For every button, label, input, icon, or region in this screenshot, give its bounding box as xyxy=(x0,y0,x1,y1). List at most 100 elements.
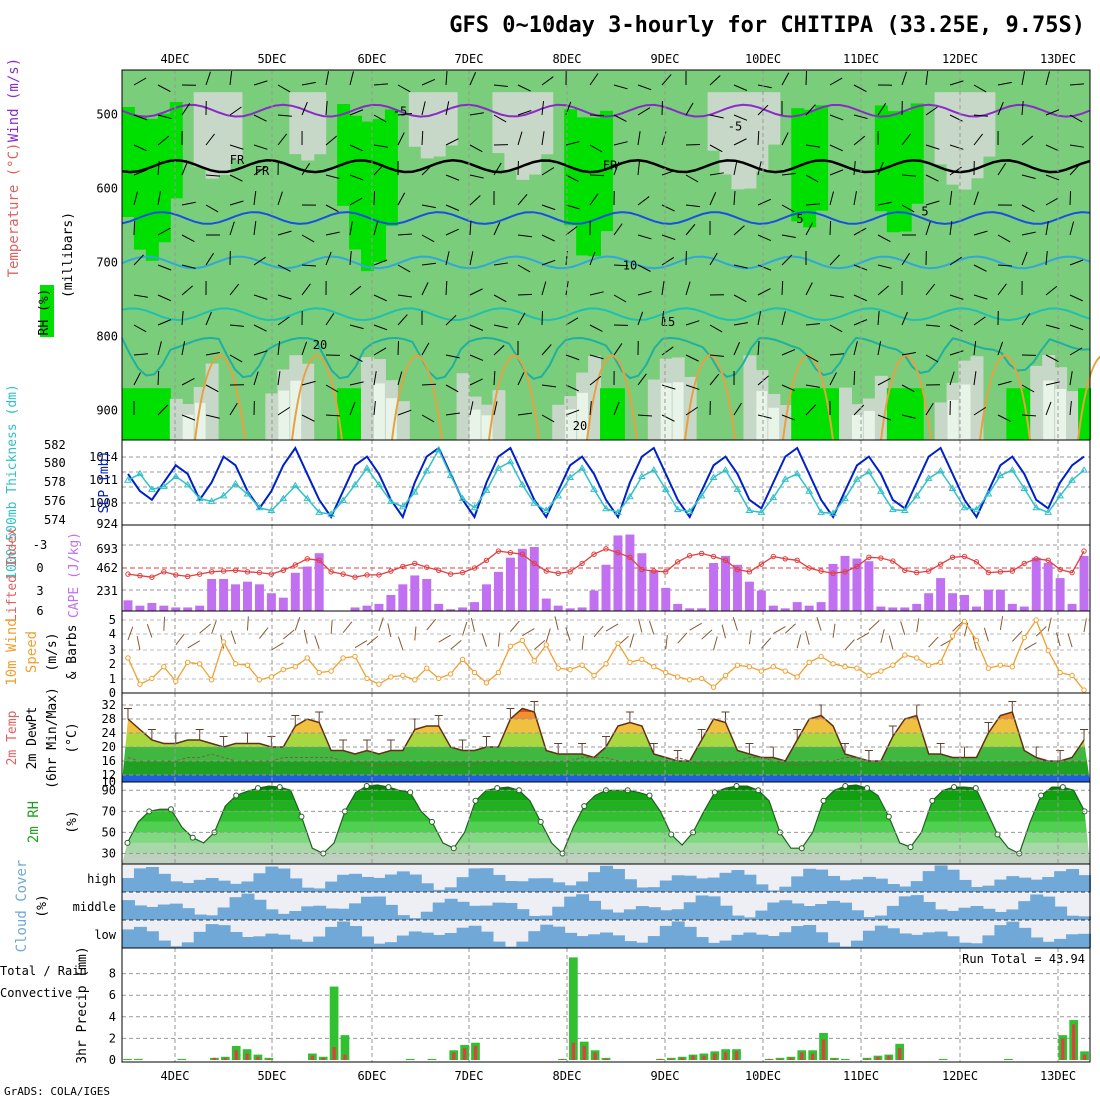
wind-barb xyxy=(229,106,242,116)
cloud-cell-high xyxy=(205,878,219,892)
li-point xyxy=(603,546,609,552)
wind-barb xyxy=(1021,101,1024,116)
rh-point xyxy=(363,783,370,790)
rh-very-dry-cell xyxy=(385,398,397,440)
wind-barb xyxy=(229,283,240,296)
date-label-top: 6DEC xyxy=(358,52,387,66)
rh-moist-cell xyxy=(361,121,374,272)
wind-barb xyxy=(757,130,760,146)
cloud-cell-middle xyxy=(277,913,291,920)
wind-barb xyxy=(925,71,929,86)
date-label-top: 13DEC xyxy=(1040,52,1076,66)
cloud-cell-low xyxy=(492,941,506,948)
wind-barb-10m xyxy=(387,623,392,638)
wind-barb xyxy=(229,200,244,206)
wind-barb xyxy=(853,341,858,356)
wind-barb xyxy=(469,354,484,361)
cloud-cell-high xyxy=(241,881,255,892)
wind-speed-point xyxy=(208,677,215,683)
wind-barb-10m xyxy=(713,636,718,651)
wind-barb xyxy=(277,406,291,416)
cloud-cell-high xyxy=(958,879,972,892)
rh-moist-cell xyxy=(815,105,829,211)
wind-speed-point xyxy=(304,655,310,661)
warm-isotherm xyxy=(291,353,343,441)
wind-barb xyxy=(757,198,771,206)
wind-speed-point xyxy=(842,664,848,670)
wind-barb-10m xyxy=(397,636,404,651)
precip-tick: 0 xyxy=(109,1053,116,1067)
wind-barb xyxy=(589,193,599,206)
wind-barb xyxy=(517,293,533,296)
wind-barb xyxy=(709,172,724,176)
wind-barb xyxy=(997,81,1012,86)
rh-dry-cell xyxy=(934,402,948,440)
precip-total-bar xyxy=(340,1035,350,1060)
wind-barb xyxy=(541,131,545,146)
cloud-cell-middle xyxy=(719,905,733,920)
warm-isotherm xyxy=(391,353,443,441)
rh-point xyxy=(1059,784,1066,791)
wind-barb xyxy=(853,135,866,146)
wind-barb xyxy=(517,194,528,206)
wind-barb-10m xyxy=(856,632,870,641)
thickness-point xyxy=(1032,503,1041,511)
wind-barb xyxy=(781,254,793,266)
wind-barb xyxy=(685,204,700,208)
cloud-cell-high xyxy=(910,881,924,892)
cloud-cell-low xyxy=(133,926,147,948)
wind-barb xyxy=(805,354,819,363)
rh-dry-cell xyxy=(504,92,518,171)
cloud-cell-low xyxy=(994,925,1008,948)
wind-barb xyxy=(133,220,136,236)
wind-barb xyxy=(661,257,675,266)
cape-bar xyxy=(960,595,969,611)
cloud-cell-middle xyxy=(408,918,422,920)
wind-barb xyxy=(205,174,220,177)
cloud-cell-middle xyxy=(898,896,912,920)
li-point xyxy=(376,572,382,578)
cape-bar xyxy=(756,590,766,611)
wind-barb xyxy=(277,191,283,206)
wind-barb xyxy=(925,283,936,296)
rh-dry-cell xyxy=(217,92,231,175)
rh-dry-cell xyxy=(361,357,374,440)
wind-speed-point xyxy=(1081,687,1087,693)
slp-tick: 1014 xyxy=(89,450,118,464)
wind-barb xyxy=(709,144,723,153)
precip-convective-bar xyxy=(887,1055,891,1060)
wind-barb xyxy=(133,77,147,86)
wind-barb-10m xyxy=(928,636,939,648)
cloud-cell-low xyxy=(289,939,303,948)
cloud-axis-label-2: (%) xyxy=(35,894,50,917)
cloud-cell-middle xyxy=(1006,909,1020,920)
li-point xyxy=(483,557,490,564)
cloud-cell-high xyxy=(779,886,793,892)
wind-barb-10m xyxy=(366,635,379,646)
wind-barb-10m xyxy=(565,627,571,641)
wind-barb-10m xyxy=(972,636,977,650)
wind-barb xyxy=(973,264,987,272)
rh-band xyxy=(122,811,1090,822)
temp-tick: 16 xyxy=(102,754,116,768)
wind-barb-10m xyxy=(805,631,810,645)
wind-barb xyxy=(445,174,460,181)
wind-barb xyxy=(565,141,580,146)
wind-barb-10m xyxy=(481,633,487,647)
wind-tick: 4 xyxy=(109,627,116,641)
cloud-cell-high xyxy=(576,881,590,892)
temp2m-axis-label-2: 2m DewPt xyxy=(25,707,40,770)
wind-barb-10m xyxy=(303,629,308,644)
cloud-cell-middle xyxy=(504,902,518,920)
wind-speed-point xyxy=(1033,617,1039,623)
cape-axis-label: CAPE (J/kg) xyxy=(67,532,82,618)
wind-barb xyxy=(637,414,653,417)
wind-barb xyxy=(397,314,408,326)
wind-barb xyxy=(877,234,891,243)
wind-speed-point xyxy=(1069,672,1075,679)
thickness-point xyxy=(1008,466,1017,473)
wind-barb xyxy=(877,264,892,269)
precip-convective-bar xyxy=(332,1047,336,1060)
li-point xyxy=(949,554,956,560)
rh-dry-cell xyxy=(396,401,410,440)
